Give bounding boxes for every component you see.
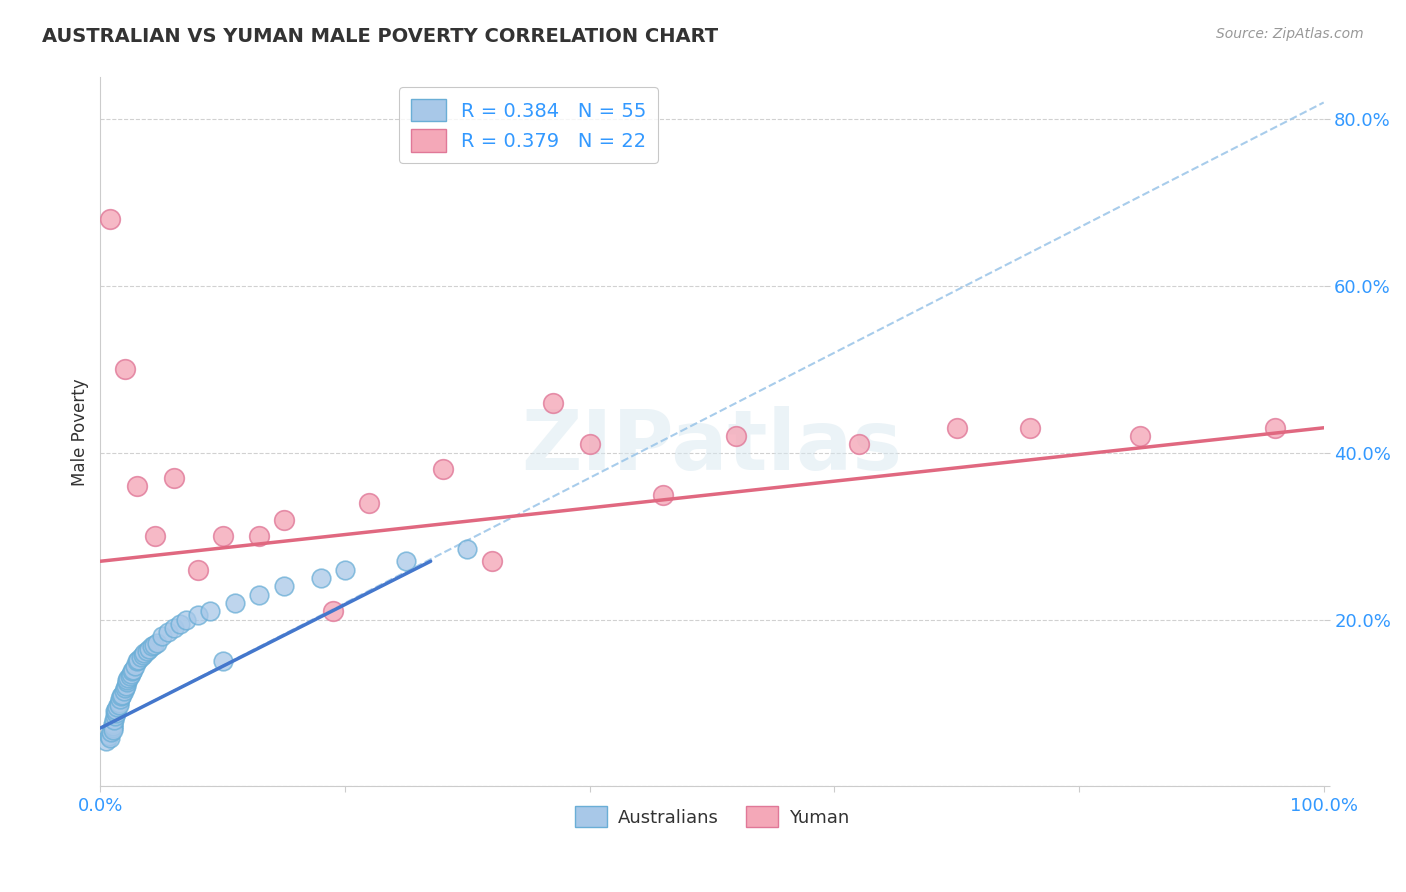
Point [456,541,478,556]
Point [108,692,131,706]
Point [105,706,128,720]
Point [117,673,139,687]
Point [105,703,128,717]
Point [481,554,503,568]
Point [273,512,295,526]
Point [211,654,233,668]
Point [127,653,149,667]
Point [100,725,122,739]
Point [112,683,135,698]
Point [1019,421,1042,435]
Point [247,529,270,543]
Point [111,688,134,702]
Point [125,479,148,493]
Point [163,621,186,635]
Point [96,733,118,747]
Point [98,731,121,745]
Point [541,396,564,410]
Point [187,608,209,623]
Point [118,669,141,683]
Point [1264,421,1286,435]
Point [652,487,675,501]
Point [333,563,356,577]
Point [156,625,179,640]
Point [169,616,191,631]
Point [122,663,145,677]
Point [395,554,418,568]
Point [432,462,454,476]
Point [578,437,600,451]
Point [97,730,120,744]
Point [163,471,186,485]
Point [141,640,163,654]
Point [174,613,197,627]
Point [120,666,142,681]
Point [124,658,146,673]
Point [134,646,156,660]
Point [117,671,139,685]
Point [359,496,381,510]
Point [848,437,870,451]
Point [247,588,270,602]
Point [103,713,125,727]
Point [322,604,344,618]
Point [945,421,967,435]
Point [200,604,222,618]
Point [224,596,246,610]
Point [121,665,143,679]
Legend: Australians, Yuman: Australians, Yuman [568,799,856,834]
Point [187,563,209,577]
Point [101,717,124,731]
Text: AUSTRALIAN VS YUMAN MALE POVERTY CORRELATION CHART: AUSTRALIAN VS YUMAN MALE POVERTY CORRELA… [42,27,718,45]
Point [309,571,332,585]
Point [132,648,155,662]
Point [98,212,121,227]
Point [115,679,138,693]
Point [135,644,157,658]
Point [101,723,124,737]
Point [107,700,129,714]
Point [143,638,166,652]
Point [101,721,124,735]
Point [117,675,139,690]
Point [107,696,129,710]
Point [114,362,136,376]
Point [138,641,160,656]
Point [725,429,748,443]
Point [145,636,167,650]
Point [145,529,167,543]
Y-axis label: Male Poverty: Male Poverty [72,378,89,486]
Text: Source: ZipAtlas.com: Source: ZipAtlas.com [1216,27,1364,41]
Point [101,719,124,733]
Point [110,690,132,704]
Text: ZIPatlas: ZIPatlas [522,406,903,487]
Point [1129,429,1152,443]
Point [273,579,295,593]
Point [114,681,136,695]
Point [104,708,127,723]
Point [150,629,173,643]
Point [129,650,152,665]
Point [107,698,129,712]
Point [125,654,148,668]
Point [104,705,127,719]
Point [211,529,233,543]
